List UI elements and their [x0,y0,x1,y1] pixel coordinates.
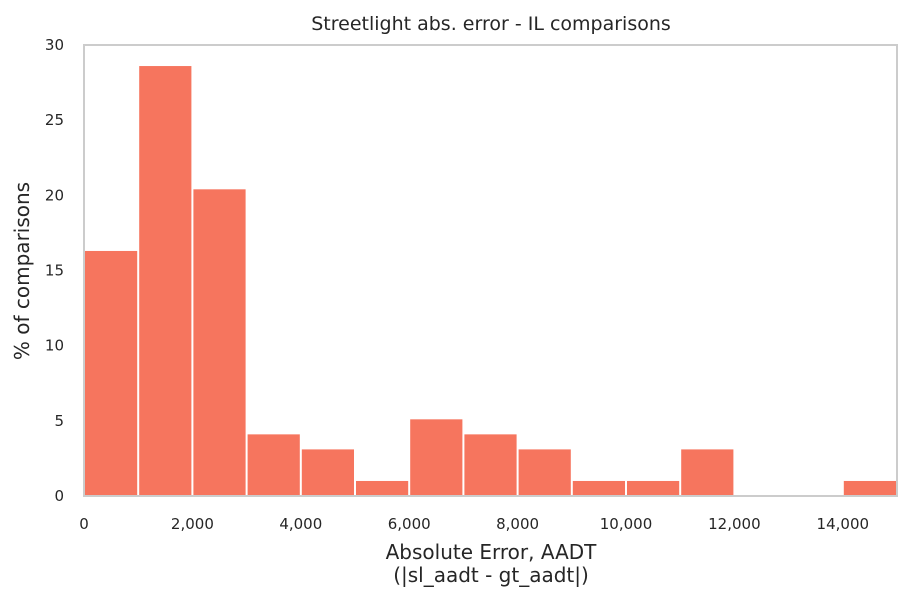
histogram-bar-10 [627,480,680,496]
y-tick-labels: 0 5 10 15 20 25 30 [45,36,64,505]
x-tick-label: 8,000 [496,515,539,533]
bars-group [85,66,896,497]
chart-title: Streetlight abs. error - IL comparisons [311,13,671,35]
y-tick-label: 15 [45,262,64,280]
histogram-bar-2 [193,189,246,496]
histogram-bar-3 [247,434,300,496]
x-tick-label: 2,000 [171,515,214,533]
histogram-bar-6 [410,419,463,496]
plot-frame [83,44,898,497]
y-tick-label: 20 [45,186,64,204]
histogram-bar-8 [518,449,571,496]
histogram-bar-9 [572,480,625,496]
x-axis-label: Absolute Error, AADT [386,540,598,564]
x-axis-label-line2: (|sl_aadt - gt_aadt|) [393,563,589,587]
y-tick-label: 10 [45,337,64,355]
x-tick-label: 6,000 [388,515,431,533]
y-tick-label: 25 [45,111,64,129]
y-tick-label: 30 [45,36,64,54]
x-tick-label: 14,000 [817,515,870,533]
x-tick-label: 0 [79,515,89,533]
y-tick-label: 5 [54,412,64,430]
histogram-bar-5 [356,480,409,496]
x-tick-labels: 0 2,000 4,000 6,000 8,000 10,000 12,000 14,000 [79,515,869,533]
x-tick-label: 10,000 [600,515,653,533]
x-tick-label: 4,000 [279,515,322,533]
x-tick-label: 12,000 [708,515,761,533]
histogram-bar-11 [681,449,734,496]
histogram-bar-14 [843,480,896,496]
histogram-bar-4 [301,449,354,496]
histogram-bar-1 [139,66,192,497]
y-tick-label: 0 [54,487,64,505]
histogram-bar-0 [85,250,138,496]
histogram-bar-7 [464,434,517,496]
y-axis-label: % of comparisons [10,182,34,360]
